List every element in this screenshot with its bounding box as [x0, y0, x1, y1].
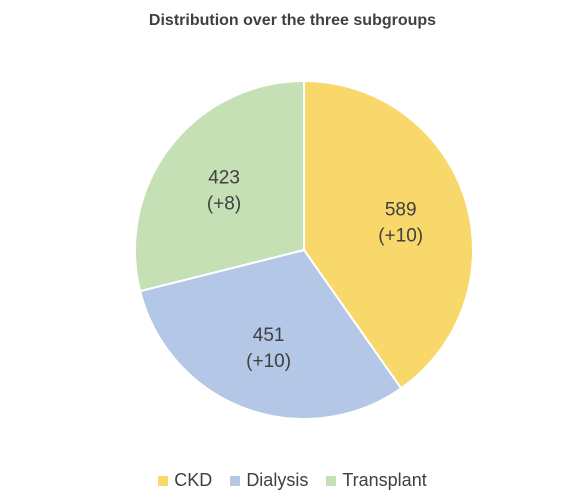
slice-change-label-transplant: (+8): [207, 194, 241, 215]
legend-item-ckd: CKD: [158, 470, 212, 491]
slice-change-label-ckd: (+10): [378, 225, 423, 246]
legend-swatch-dialysis: [230, 475, 241, 486]
pie-slice-dialysis: [138, 248, 403, 420]
slice-value-label-dialysis: 451: [253, 325, 285, 346]
pie-slice-transplant: [134, 79, 305, 293]
legend-swatch-ckd: [158, 475, 169, 486]
legend-swatch-transplant: [326, 475, 337, 486]
pie-slice-ckd: [303, 79, 474, 390]
slice-value-label-transplant: 423: [208, 168, 240, 189]
legend: CKD Dialysis Transplant: [0, 470, 585, 491]
legend-item-transplant: Transplant: [326, 470, 427, 491]
legend-label-dialysis: Dialysis: [246, 470, 309, 490]
slice-value-label-ckd: 589: [385, 199, 417, 220]
legend-label-transplant: Transplant: [342, 470, 427, 490]
chart-title: Distribution over the three subgroups: [148, 12, 437, 29]
slice-change-label-dialysis: (+10): [246, 351, 291, 372]
legend-item-dialysis: Dialysis: [230, 470, 308, 491]
legend-label-ckd: CKD: [174, 470, 213, 490]
